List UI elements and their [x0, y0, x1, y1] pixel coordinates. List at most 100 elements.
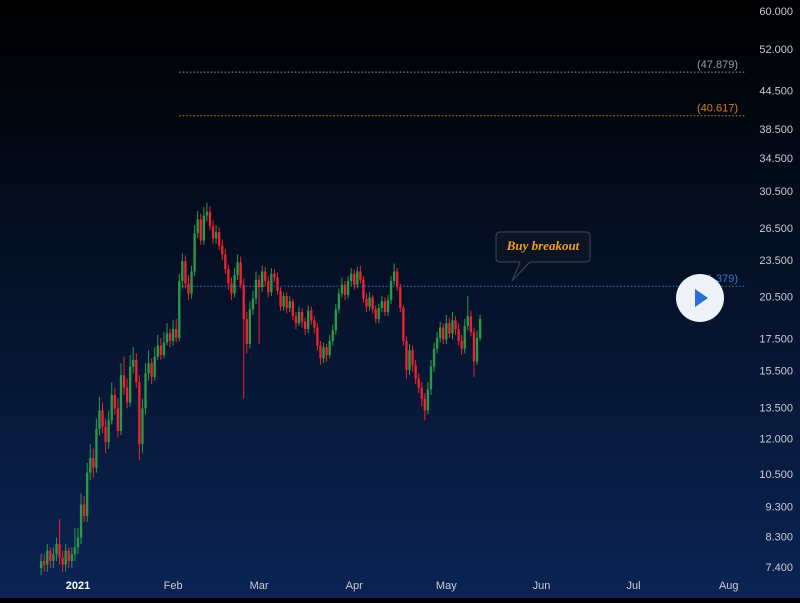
candle-body: [159, 345, 163, 356]
candle-body: [144, 373, 147, 409]
candle-body: [451, 320, 454, 334]
candle-body: [380, 301, 384, 308]
y-tick-label: 34.500: [759, 153, 793, 165]
candle-body: [303, 321, 307, 330]
candle-body: [196, 219, 199, 234]
candle-body: [460, 340, 463, 349]
candle-body: [411, 350, 414, 365]
candle-body: [356, 271, 359, 285]
candle-body: [168, 333, 172, 341]
candle-body: [224, 254, 227, 270]
candle-body: [273, 273, 276, 278]
candle-body: [79, 504, 83, 538]
candle-body: [346, 281, 350, 295]
candle-body: [423, 398, 427, 411]
candle-body: [288, 301, 291, 308]
candle-body: [331, 330, 334, 341]
candle-body: [371, 297, 374, 310]
candle-body: [214, 232, 218, 239]
candle-body: [43, 561, 46, 565]
candle-body: [171, 329, 175, 341]
candle-body: [448, 323, 451, 334]
candle-body: [82, 504, 86, 517]
candle-body: [138, 382, 141, 445]
candle-body: [396, 271, 399, 288]
candle-body: [175, 329, 178, 338]
annotation-text: Buy breakout: [506, 238, 580, 253]
candle-body: [386, 300, 390, 313]
candle-body: [202, 215, 205, 241]
level-label: (47.879): [697, 59, 738, 71]
candle-body: [218, 232, 221, 246]
y-tick-label: 13.500: [759, 402, 793, 414]
y-tick-label: 38.500: [759, 124, 793, 136]
candle-body: [365, 298, 368, 307]
candle-body: [466, 316, 469, 327]
y-tick-label: 26.500: [759, 223, 793, 235]
candle-body: [116, 408, 120, 431]
candle-body: [150, 363, 153, 377]
candle-body: [190, 271, 193, 294]
y-tick-label: 15.500: [759, 366, 793, 378]
candle-body: [61, 557, 64, 565]
play-button[interactable]: [676, 274, 724, 322]
candle-body: [439, 327, 442, 338]
candle-body: [46, 550, 49, 565]
candle-body: [153, 356, 156, 377]
candle-body: [98, 410, 101, 429]
candle-body: [236, 262, 239, 276]
candle-body: [257, 279, 261, 288]
candle-body: [76, 537, 80, 548]
candle-body: [282, 296, 285, 307]
candle-body: [264, 271, 267, 282]
candle-body: [270, 273, 273, 293]
y-tick-label: 8.300: [765, 532, 793, 544]
x-tick-label: Apr: [346, 580, 363, 592]
candle-body: [221, 245, 224, 255]
candle-body: [334, 309, 337, 331]
play-icon[interactable]: [695, 289, 708, 307]
candle-body: [73, 547, 77, 555]
candle-body: [297, 312, 301, 324]
candle-body: [205, 211, 209, 216]
candle-body: [86, 472, 89, 517]
candle-body: [233, 275, 236, 294]
candle-body: [402, 307, 405, 341]
candle-body: [64, 550, 67, 565]
candle-body: [368, 297, 371, 307]
candle-body: [181, 261, 184, 282]
candle-body: [260, 271, 264, 288]
candle-body: [417, 378, 420, 388]
candle-body: [211, 226, 215, 239]
candle-body: [300, 312, 304, 322]
candle-body: [55, 544, 58, 555]
candle-body: [340, 284, 344, 294]
candle-body: [294, 316, 298, 324]
candle-body: [101, 410, 104, 427]
candle-body: [313, 320, 316, 328]
candle-body: [325, 347, 328, 356]
annotation: Buy breakout: [495, 231, 591, 282]
candle-body: [316, 327, 319, 346]
x-tick-label: Jul: [627, 580, 641, 592]
candle-body: [107, 420, 110, 442]
candle-body: [178, 281, 181, 338]
candle-body: [184, 261, 187, 284]
candle-body: [349, 273, 353, 282]
candle-body: [128, 366, 132, 403]
candle-body: [242, 284, 245, 319]
candle-body: [310, 310, 313, 321]
candle-body: [104, 426, 107, 442]
candle-body: [187, 283, 190, 294]
candle-body: [113, 394, 116, 409]
y-tick-label: 7.400: [765, 562, 793, 574]
y-tick-label: 12.000: [759, 434, 793, 446]
candle-body: [208, 211, 212, 227]
y-tick-label: 60.000: [759, 6, 793, 18]
x-tick-label: Aug: [719, 580, 739, 592]
candle-body: [89, 457, 92, 473]
candle-body: [328, 340, 331, 356]
candle-body: [426, 389, 430, 411]
candle-body: [322, 347, 325, 359]
